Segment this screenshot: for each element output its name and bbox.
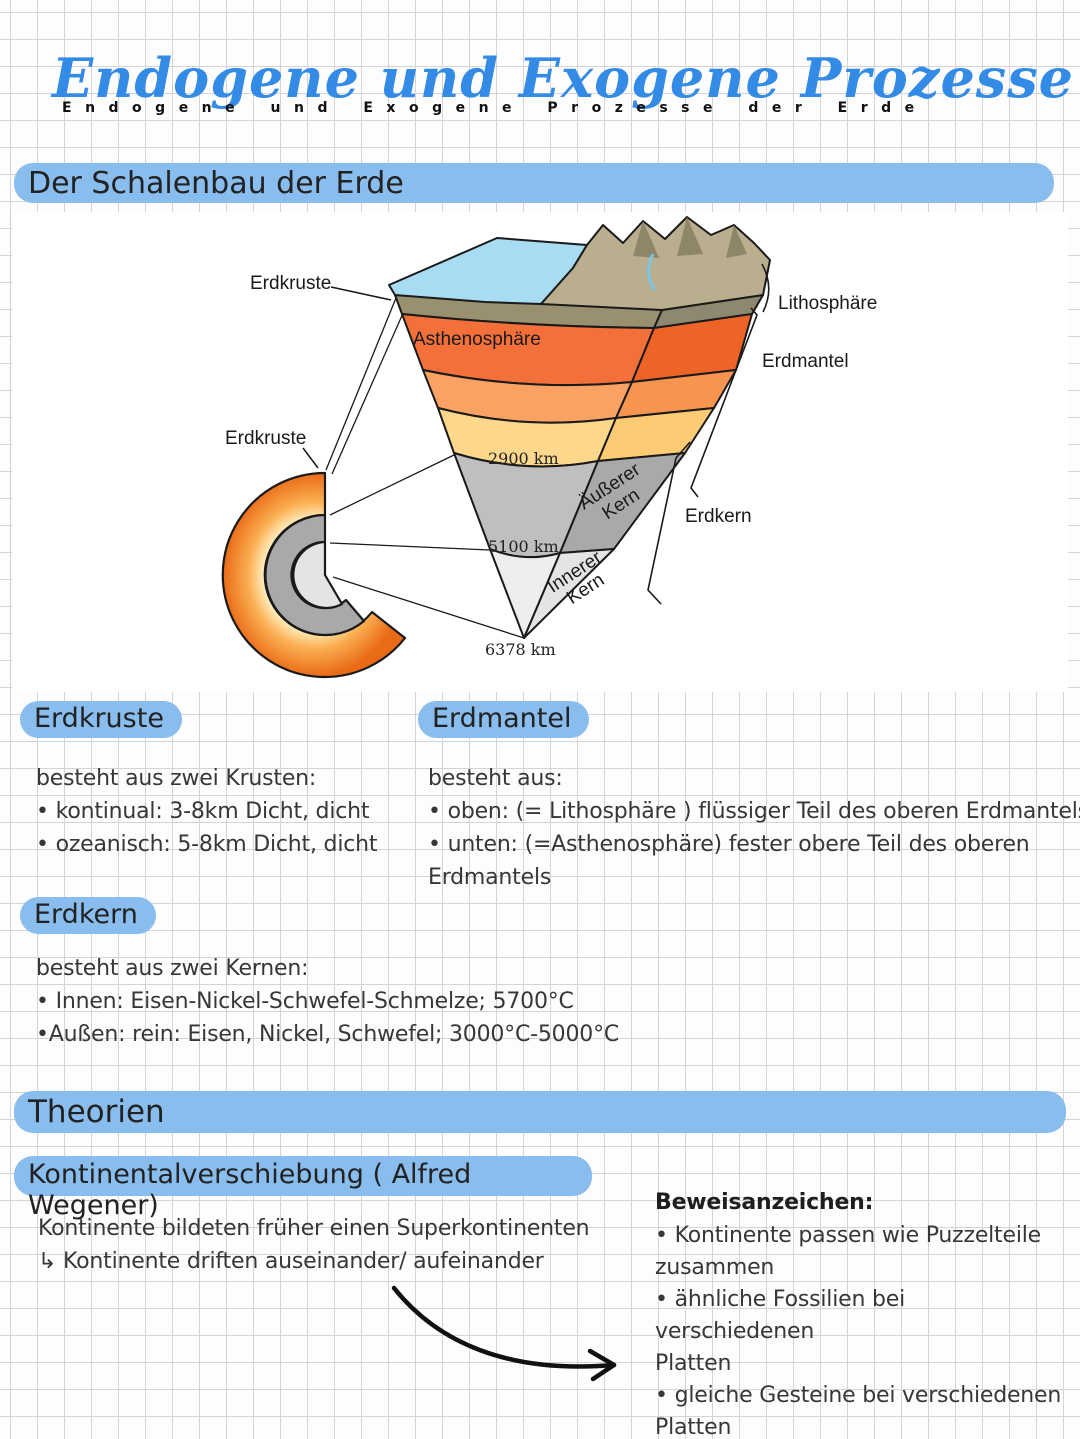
text-line: besteht aus: bbox=[428, 766, 563, 791]
beweisanzeichen-list: • Kontinente passen wie Puzzelteile zusa… bbox=[655, 1220, 1065, 1439]
wedge-front-face bbox=[394, 294, 663, 639]
list-line: zusammen bbox=[655, 1255, 775, 1280]
list-line: • gleiche Gesteine bei verschiedenen bbox=[655, 1383, 1062, 1408]
heading-theorien: Theorien bbox=[14, 1091, 1066, 1133]
erdkern-bracket bbox=[647, 441, 691, 605]
text-line: • oben: (= Lithosphäre ) flüssiger Teil … bbox=[428, 799, 1080, 824]
surface-top bbox=[388, 216, 771, 311]
erdmantel-bracket bbox=[690, 307, 758, 498]
arrow-shaft bbox=[391, 1285, 617, 1369]
heading-erdkern: Erdkern bbox=[20, 897, 156, 934]
text-line: • kontinual: 3-8km Dicht, dicht bbox=[36, 799, 370, 824]
mountain-shadow-facet bbox=[677, 217, 703, 256]
heading-erdkruste: Erdkruste bbox=[20, 701, 182, 738]
heading-erdmantel: Erdmantel bbox=[418, 701, 590, 738]
erdkern-text: besteht aus zwei Kernen: • Innen: Eisen-… bbox=[36, 952, 656, 1051]
depth-6378km: 6378 km bbox=[485, 640, 556, 659]
mountain-shadow-facet bbox=[726, 225, 747, 258]
lithosphere-brace bbox=[761, 263, 770, 313]
text-line: besteht aus zwei Kernen: bbox=[36, 956, 309, 981]
label-lithosphaere: Lithosphäre bbox=[778, 293, 877, 314]
text-line: besteht aus zwei Krusten: bbox=[36, 766, 317, 791]
label-erdkruste-bottom: Erdkruste bbox=[225, 428, 306, 449]
list-line: • ähnliche Fossilien bei verschiedenen bbox=[655, 1287, 906, 1344]
earth-layers-diagram: Erdkruste Lithosphäre Asthenosphäre Erdm… bbox=[221, 216, 877, 679]
depth-2900km: 2900 km bbox=[488, 449, 559, 468]
heading-schalenbau-label: Der Schalenbau der Erde bbox=[28, 166, 404, 201]
heading-theorien-label: Theorien bbox=[28, 1094, 165, 1130]
text-line: Kontinente bildeten früher einen Superko… bbox=[38, 1216, 590, 1241]
arrow-head bbox=[587, 1348, 617, 1382]
wedge-side-face bbox=[523, 294, 764, 639]
page-title: Endogene und Exogene Prozesse der Erde bbox=[52, 46, 1080, 110]
mountain-river bbox=[647, 253, 657, 291]
heading-kontinentalverschiebung: Kontinentalverschiebung ( Alfred Wegener… bbox=[14, 1156, 592, 1221]
zoom-connector-lines bbox=[325, 297, 525, 639]
text-line: Erdmantels bbox=[428, 865, 552, 890]
erdkruste-text: besteht aus zwei Krusten: • kontinual: 3… bbox=[36, 762, 416, 861]
text-line: • ozeanisch: 5-8km Dicht, dicht bbox=[36, 832, 378, 857]
text-line: ↳ Kontinente driften auseinander/ aufein… bbox=[38, 1249, 544, 1274]
diagram-brackets bbox=[302, 263, 770, 605]
erdkruste-top-leader bbox=[330, 286, 392, 301]
band-inner-core-side bbox=[523, 548, 615, 639]
page-title-overlay: Endogene und Exogene Prozesse der Erde bbox=[62, 100, 928, 116]
list-line: Platten bbox=[655, 1415, 732, 1439]
label-erdkern: Erdkern bbox=[685, 506, 752, 527]
list-line: Platten bbox=[655, 1351, 732, 1376]
text-line: •Außen: rein: Eisen, Nickel, Schwefel; 3… bbox=[36, 1022, 620, 1047]
label-asthenosphaere: Asthenosphäre bbox=[413, 329, 541, 350]
ring-inner-core bbox=[292, 540, 344, 610]
depth-5100km: 5100 km bbox=[488, 537, 559, 556]
kontinentalverschiebung-text: Kontinente bildeten früher einen Superko… bbox=[38, 1212, 618, 1278]
erdmantel-text: besteht aus: • oben: (= Lithosphäre ) fl… bbox=[428, 762, 1080, 894]
text-line: • unten: (=Asthenosphäre) fester obere T… bbox=[428, 832, 1030, 857]
mountain-shadow-facet bbox=[633, 221, 659, 258]
list-line: • Kontinente passen wie Puzzelteile bbox=[655, 1223, 1041, 1248]
erdkruste-bottom-leader bbox=[302, 447, 319, 469]
heading-schalenbau: Der Schalenbau der Erde bbox=[14, 163, 1054, 203]
earth-ring-cross-section bbox=[221, 471, 407, 679]
text-line: • Innen: Eisen-Nickel-Schwefel-Schmelze;… bbox=[36, 989, 574, 1014]
label-erdkruste-top: Erdkruste bbox=[250, 273, 331, 294]
heading-kontinentalverschiebung-label: Kontinentalverschiebung ( Alfred Wegener… bbox=[28, 1159, 472, 1221]
arrow-annotation bbox=[391, 1285, 617, 1382]
beweisanzeichen-heading: Beweisanzeichen: bbox=[655, 1190, 874, 1215]
label-erdmantel: Erdmantel bbox=[762, 351, 849, 372]
